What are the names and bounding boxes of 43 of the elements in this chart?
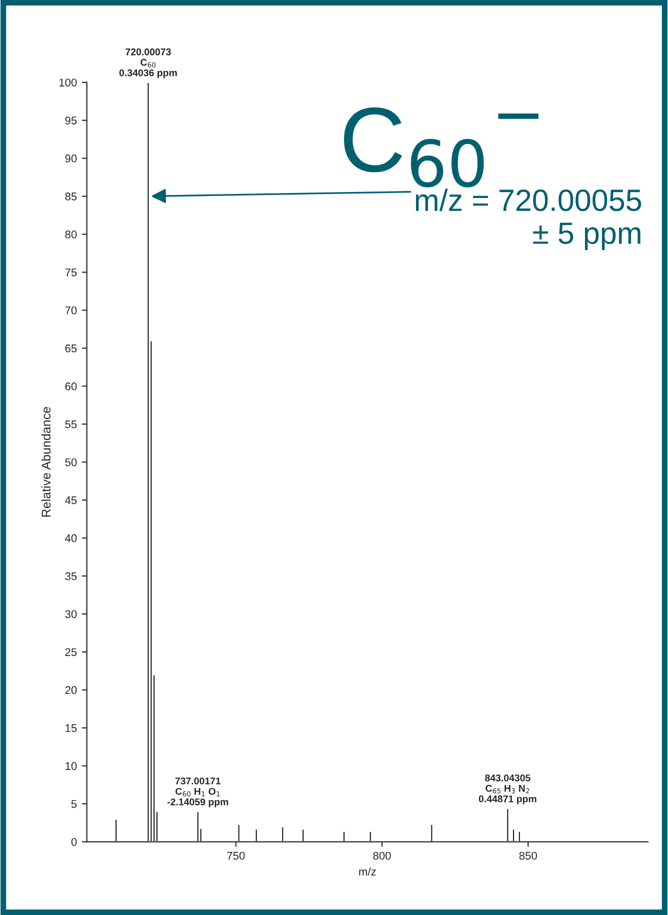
y-tick-label: 60	[65, 382, 77, 390]
annotation: 843.04305 C$_{65}$ H$_{3}$ N$_{2}$ 0.44871 ppm	[478, 774, 536, 804]
y-tick-label: 45	[65, 496, 77, 504]
y-tick-label: 40	[65, 534, 77, 542]
bar	[254, 828, 258, 842]
x-tick-label: 850	[519, 852, 537, 860]
bar	[512, 828, 516, 842]
bar	[506, 808, 510, 842]
y-tick-label: 90	[65, 154, 77, 162]
y-tick-label: 95	[65, 116, 77, 124]
y-tick-label: 10	[66, 762, 77, 770]
x-tick-label: 800	[373, 852, 391, 860]
bar	[236, 824, 241, 842]
bar	[368, 830, 372, 842]
y-tick-label: 25	[65, 648, 77, 656]
y-tick-label: 70	[65, 306, 77, 314]
bar	[280, 826, 285, 842]
bar	[196, 810, 200, 842]
bar	[430, 824, 434, 842]
annotation: m/z = 720.00055 ± 5 ppm	[416, 188, 642, 250]
bar	[518, 830, 522, 842]
bar	[301, 828, 305, 842]
y-tick-label: 75	[65, 268, 77, 276]
annotation: 720.00073 C$_{60}$ 0.34036 ppm	[119, 48, 177, 78]
bar	[114, 818, 118, 842]
y-axis-title: Relative Abundance	[41, 407, 51, 517]
y-tick-label: 35	[65, 572, 77, 580]
y-tick-label: 20	[65, 686, 77, 694]
x-axis-title: m/z	[359, 867, 376, 876]
annotation: 737.00171 C$_{60}$ H$_{1}$ O$_{1}$ -2.14059 ppm	[167, 778, 228, 808]
y-tick-label: 65	[65, 344, 77, 352]
y-tick-label: 55	[65, 420, 77, 428]
x-tick-label: 750	[227, 852, 245, 860]
bar	[342, 830, 346, 842]
annotation: C$_{60}$$^{−}$	[344, 107, 538, 188]
y-tick-label: 5	[71, 800, 77, 808]
y-tick-label: 15	[66, 724, 77, 732]
y-tick-label: 80	[65, 230, 77, 238]
y-tick-label: 0	[71, 838, 77, 846]
y-tick-label: 50	[65, 458, 77, 466]
y-tick-label: 85	[65, 192, 77, 200]
y-tick-label: 30	[65, 610, 77, 618]
y-tick-label: 100	[59, 78, 77, 86]
